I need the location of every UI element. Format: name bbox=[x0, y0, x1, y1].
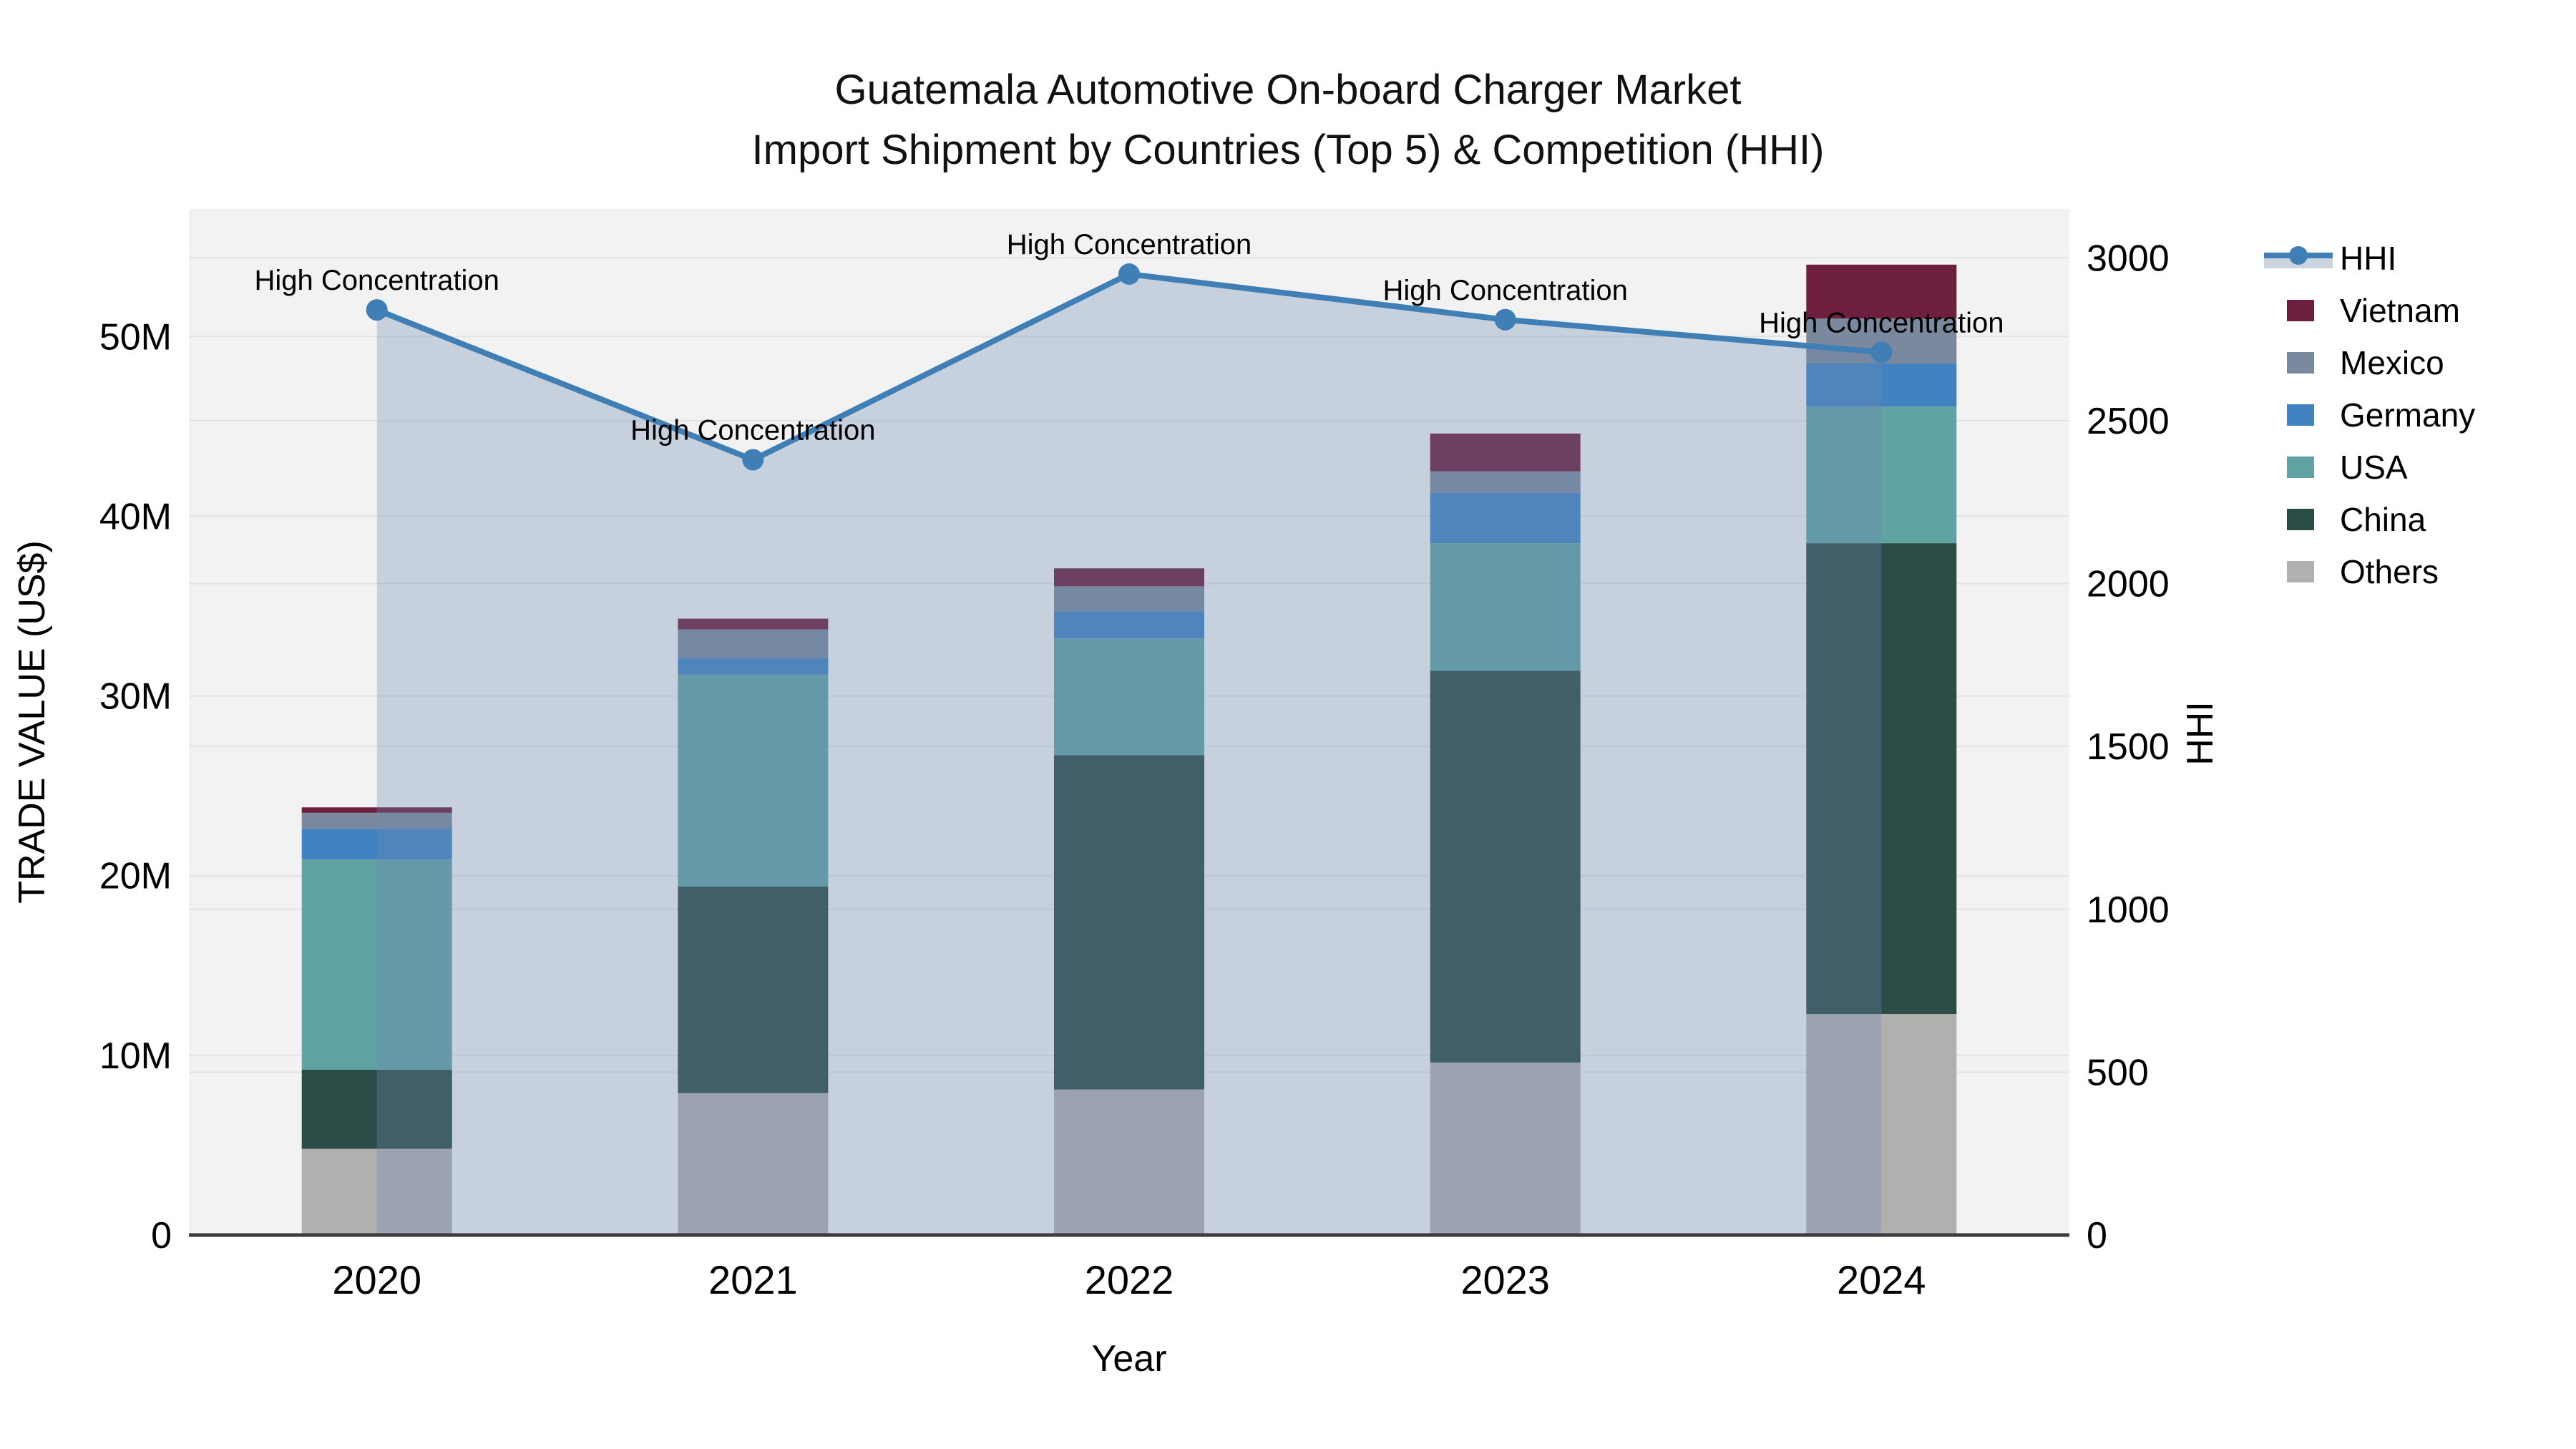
hhi-marker-2022[interactable] bbox=[1118, 263, 1140, 286]
bar-vietnam-2023[interactable] bbox=[1430, 433, 1581, 472]
hhi-area-fill bbox=[376, 274, 1882, 1235]
right-axis-tick: 1000 bbox=[2087, 889, 2170, 931]
legend-label-vietnam: Vietnam bbox=[2340, 291, 2460, 329]
hhi-legend-swatch-icon bbox=[2264, 245, 2333, 268]
left-axis-title: TRADE VALUE (US$) bbox=[11, 540, 53, 904]
legend-label-usa: USA bbox=[2340, 448, 2408, 486]
legend-swatch-china-icon bbox=[2287, 508, 2314, 530]
legend-swatch-usa-icon bbox=[2287, 456, 2314, 478]
bar-vietnam-2022[interactable] bbox=[1054, 568, 1204, 587]
bar-mexico-2020[interactable] bbox=[301, 812, 452, 829]
annotation-high-concentration: High Concentration bbox=[630, 415, 875, 447]
legend-label-mexico: Mexico bbox=[2340, 343, 2444, 381]
bar-usa-2022[interactable] bbox=[1054, 638, 1204, 756]
bar-vietnam-2024[interactable] bbox=[1806, 264, 1957, 319]
legend-item-vietnam[interactable]: Vietnam bbox=[2261, 284, 2475, 336]
bar-usa-2021[interactable] bbox=[678, 674, 829, 887]
x-axis-tick-2021: 2021 bbox=[708, 1257, 798, 1302]
bar-others-2023[interactable] bbox=[1430, 1062, 1581, 1235]
bar-others-2021[interactable] bbox=[678, 1093, 829, 1235]
right-axis-tick: 0 bbox=[2087, 1215, 2107, 1257]
annotation-high-concentration: High Concentration bbox=[1382, 275, 1627, 306]
legend-item-china[interactable]: China bbox=[2261, 493, 2475, 545]
annotation-high-concentration: High Concentration bbox=[1759, 307, 2004, 338]
left-axis-tick: 20M bbox=[99, 856, 172, 897]
x-axis-tick-2024: 2024 bbox=[1837, 1257, 1926, 1302]
bar-china-2021[interactable] bbox=[678, 886, 829, 1093]
bar-others-2024[interactable] bbox=[1806, 1014, 1957, 1235]
legend-label-hhi: HHI bbox=[2340, 239, 2397, 277]
x-axis-tick-2022: 2022 bbox=[1085, 1257, 1174, 1302]
legend-swatch-others-icon bbox=[2287, 560, 2314, 582]
bar-usa-2023[interactable] bbox=[1430, 543, 1581, 671]
bar-germany-2023[interactable] bbox=[1430, 492, 1581, 544]
legend-label-others: Others bbox=[2340, 552, 2439, 590]
legend-swatch-mexico-icon bbox=[2287, 351, 2314, 374]
left-axis-tick: 10M bbox=[99, 1035, 172, 1077]
legend-item-hhi[interactable]: HHI bbox=[2261, 232, 2475, 284]
legend-item-usa[interactable]: USA bbox=[2261, 441, 2475, 493]
legend-swatch-germany-icon bbox=[2287, 404, 2314, 426]
left-axis-tick: 0 bbox=[151, 1215, 172, 1257]
bar-mexico-2022[interactable] bbox=[1054, 586, 1204, 612]
x-axis-tick-2020: 2020 bbox=[332, 1257, 421, 1302]
right-axis-tick: 2000 bbox=[2087, 564, 2170, 605]
bar-germany-2021[interactable] bbox=[678, 658, 829, 675]
right-axis-tick: 3000 bbox=[2087, 238, 2170, 279]
right-axis-title: HHI bbox=[2180, 701, 2221, 766]
hhi-marker-2024[interactable] bbox=[1870, 341, 1893, 364]
legend-item-germany[interactable]: Germany bbox=[2261, 389, 2475, 441]
legend-swatch-vietnam-icon bbox=[2287, 299, 2314, 321]
bar-mexico-2023[interactable] bbox=[1430, 471, 1581, 493]
bar-china-2022[interactable] bbox=[1054, 755, 1204, 1090]
left-axis-tick: 50M bbox=[99, 316, 172, 358]
bar-china-2024[interactable] bbox=[1806, 543, 1957, 1015]
bar-germany-2022[interactable] bbox=[1054, 611, 1204, 639]
bar-china-2023[interactable] bbox=[1430, 670, 1581, 1063]
legend-item-others[interactable]: Others bbox=[2261, 545, 2475, 597]
hhi-marker-2020[interactable] bbox=[366, 299, 388, 321]
x-axis-tick-2023: 2023 bbox=[1460, 1257, 1550, 1302]
right-axis-tick: 500 bbox=[2087, 1052, 2149, 1093]
right-axis-tick: 2500 bbox=[2087, 401, 2170, 442]
chart-title-line2: Import Shipment by Countries (Top 5) & C… bbox=[751, 127, 1825, 173]
x-axis-title: Year bbox=[1091, 1338, 1166, 1380]
chart-title-line1: Guatemala Automotive On-board Charger Ma… bbox=[834, 67, 1742, 113]
bar-others-2020[interactable] bbox=[301, 1148, 452, 1235]
bar-vietnam-2020[interactable] bbox=[301, 807, 452, 813]
legend-label-china: China bbox=[2340, 500, 2426, 538]
bar-germany-2020[interactable] bbox=[301, 829, 452, 860]
bar-china-2020[interactable] bbox=[301, 1069, 452, 1149]
chart-legend: HHI Vietnam Mexico Germany USA China Others bbox=[2261, 232, 2475, 597]
left-axis-tick: 40M bbox=[99, 496, 172, 537]
hhi-marker-2023[interactable] bbox=[1494, 308, 1516, 331]
bar-usa-2024[interactable] bbox=[1806, 406, 1957, 544]
chart-title: Guatemala Automotive On-board Charger Ma… bbox=[0, 60, 2576, 180]
hhi-marker-2021[interactable] bbox=[742, 449, 764, 471]
annotation-high-concentration: High Concentration bbox=[1007, 229, 1252, 260]
bar-usa-2020[interactable] bbox=[301, 859, 452, 1070]
bar-others-2022[interactable] bbox=[1054, 1089, 1204, 1235]
bar-vietnam-2021[interactable] bbox=[678, 618, 829, 630]
bar-mexico-2021[interactable] bbox=[678, 629, 829, 658]
annotation-high-concentration: High Concentration bbox=[254, 265, 499, 296]
right-axis-tick: 1500 bbox=[2087, 726, 2170, 768]
legend-item-mexico[interactable]: Mexico bbox=[2261, 336, 2475, 389]
bar-germany-2024[interactable] bbox=[1806, 363, 1957, 407]
legend-label-germany: Germany bbox=[2340, 396, 2476, 434]
left-axis-tick: 30M bbox=[99, 676, 172, 718]
